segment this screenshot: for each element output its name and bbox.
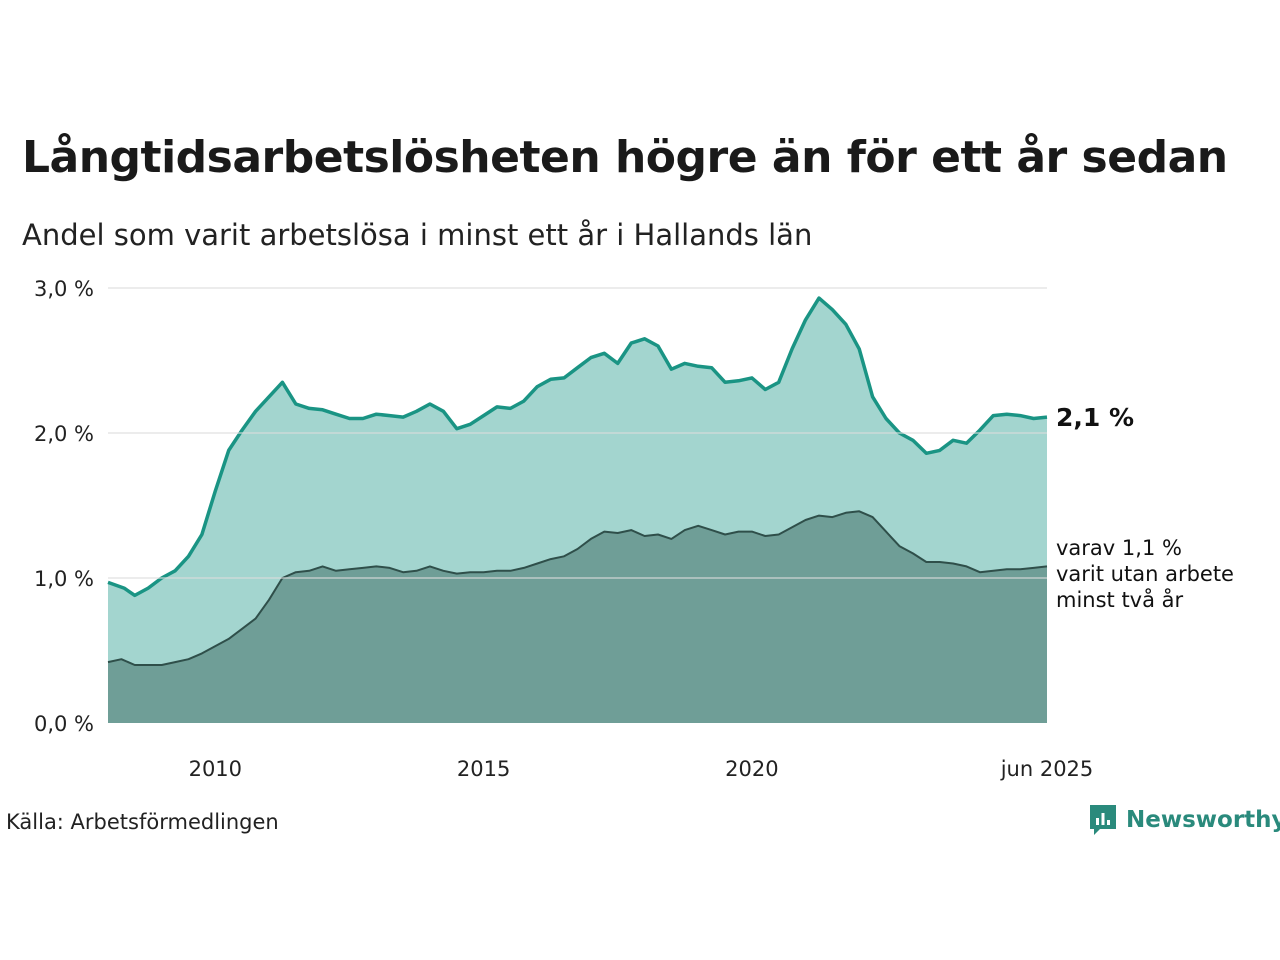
y-tick-label: 0,0 % <box>34 712 94 736</box>
long-term-line <box>107 510 1048 666</box>
y-tick-label: 1,0 % <box>34 567 94 591</box>
long-term-value-label: varav 1,1 % <box>1056 536 1182 560</box>
y-axis-ticks: 0,0 % 1,0 % 2,0 % 3,0 % <box>34 277 94 736</box>
chart-title: Långtidsarbetslösheten högre än för ett … <box>22 132 1228 183</box>
long-term-value-label: minst två år <box>1056 587 1184 612</box>
brand-logo: Newsworthy <box>1088 803 1280 837</box>
series-areas <box>107 296 1048 723</box>
brand-name: Newsworthy <box>1126 807 1280 833</box>
x-tick-label: 2015 <box>457 757 510 781</box>
newsworthy-logo-icon <box>1090 805 1116 835</box>
y-tick-label: 2,0 % <box>34 422 94 446</box>
y-tick-label: 3,0 % <box>34 277 94 301</box>
total-value-label: 2,1 % <box>1056 403 1134 432</box>
x-tick-label: 2020 <box>725 757 778 781</box>
x-tick-label: jun 2025 <box>1000 757 1094 781</box>
total-line <box>107 296 1048 598</box>
long-term-area <box>108 511 1047 723</box>
x-tick-label: 2010 <box>189 757 242 781</box>
grid-lines <box>108 287 1047 579</box>
long-term-value-label: varit utan arbete <box>1056 562 1234 586</box>
chart-subtitle: Andel som varit arbetslösa i minst ett å… <box>22 218 813 252</box>
source-note: Källa: Arbetsförmedlingen <box>6 810 279 834</box>
x-axis-ticks: 2010 2015 2020 jun 2025 <box>189 757 1094 781</box>
